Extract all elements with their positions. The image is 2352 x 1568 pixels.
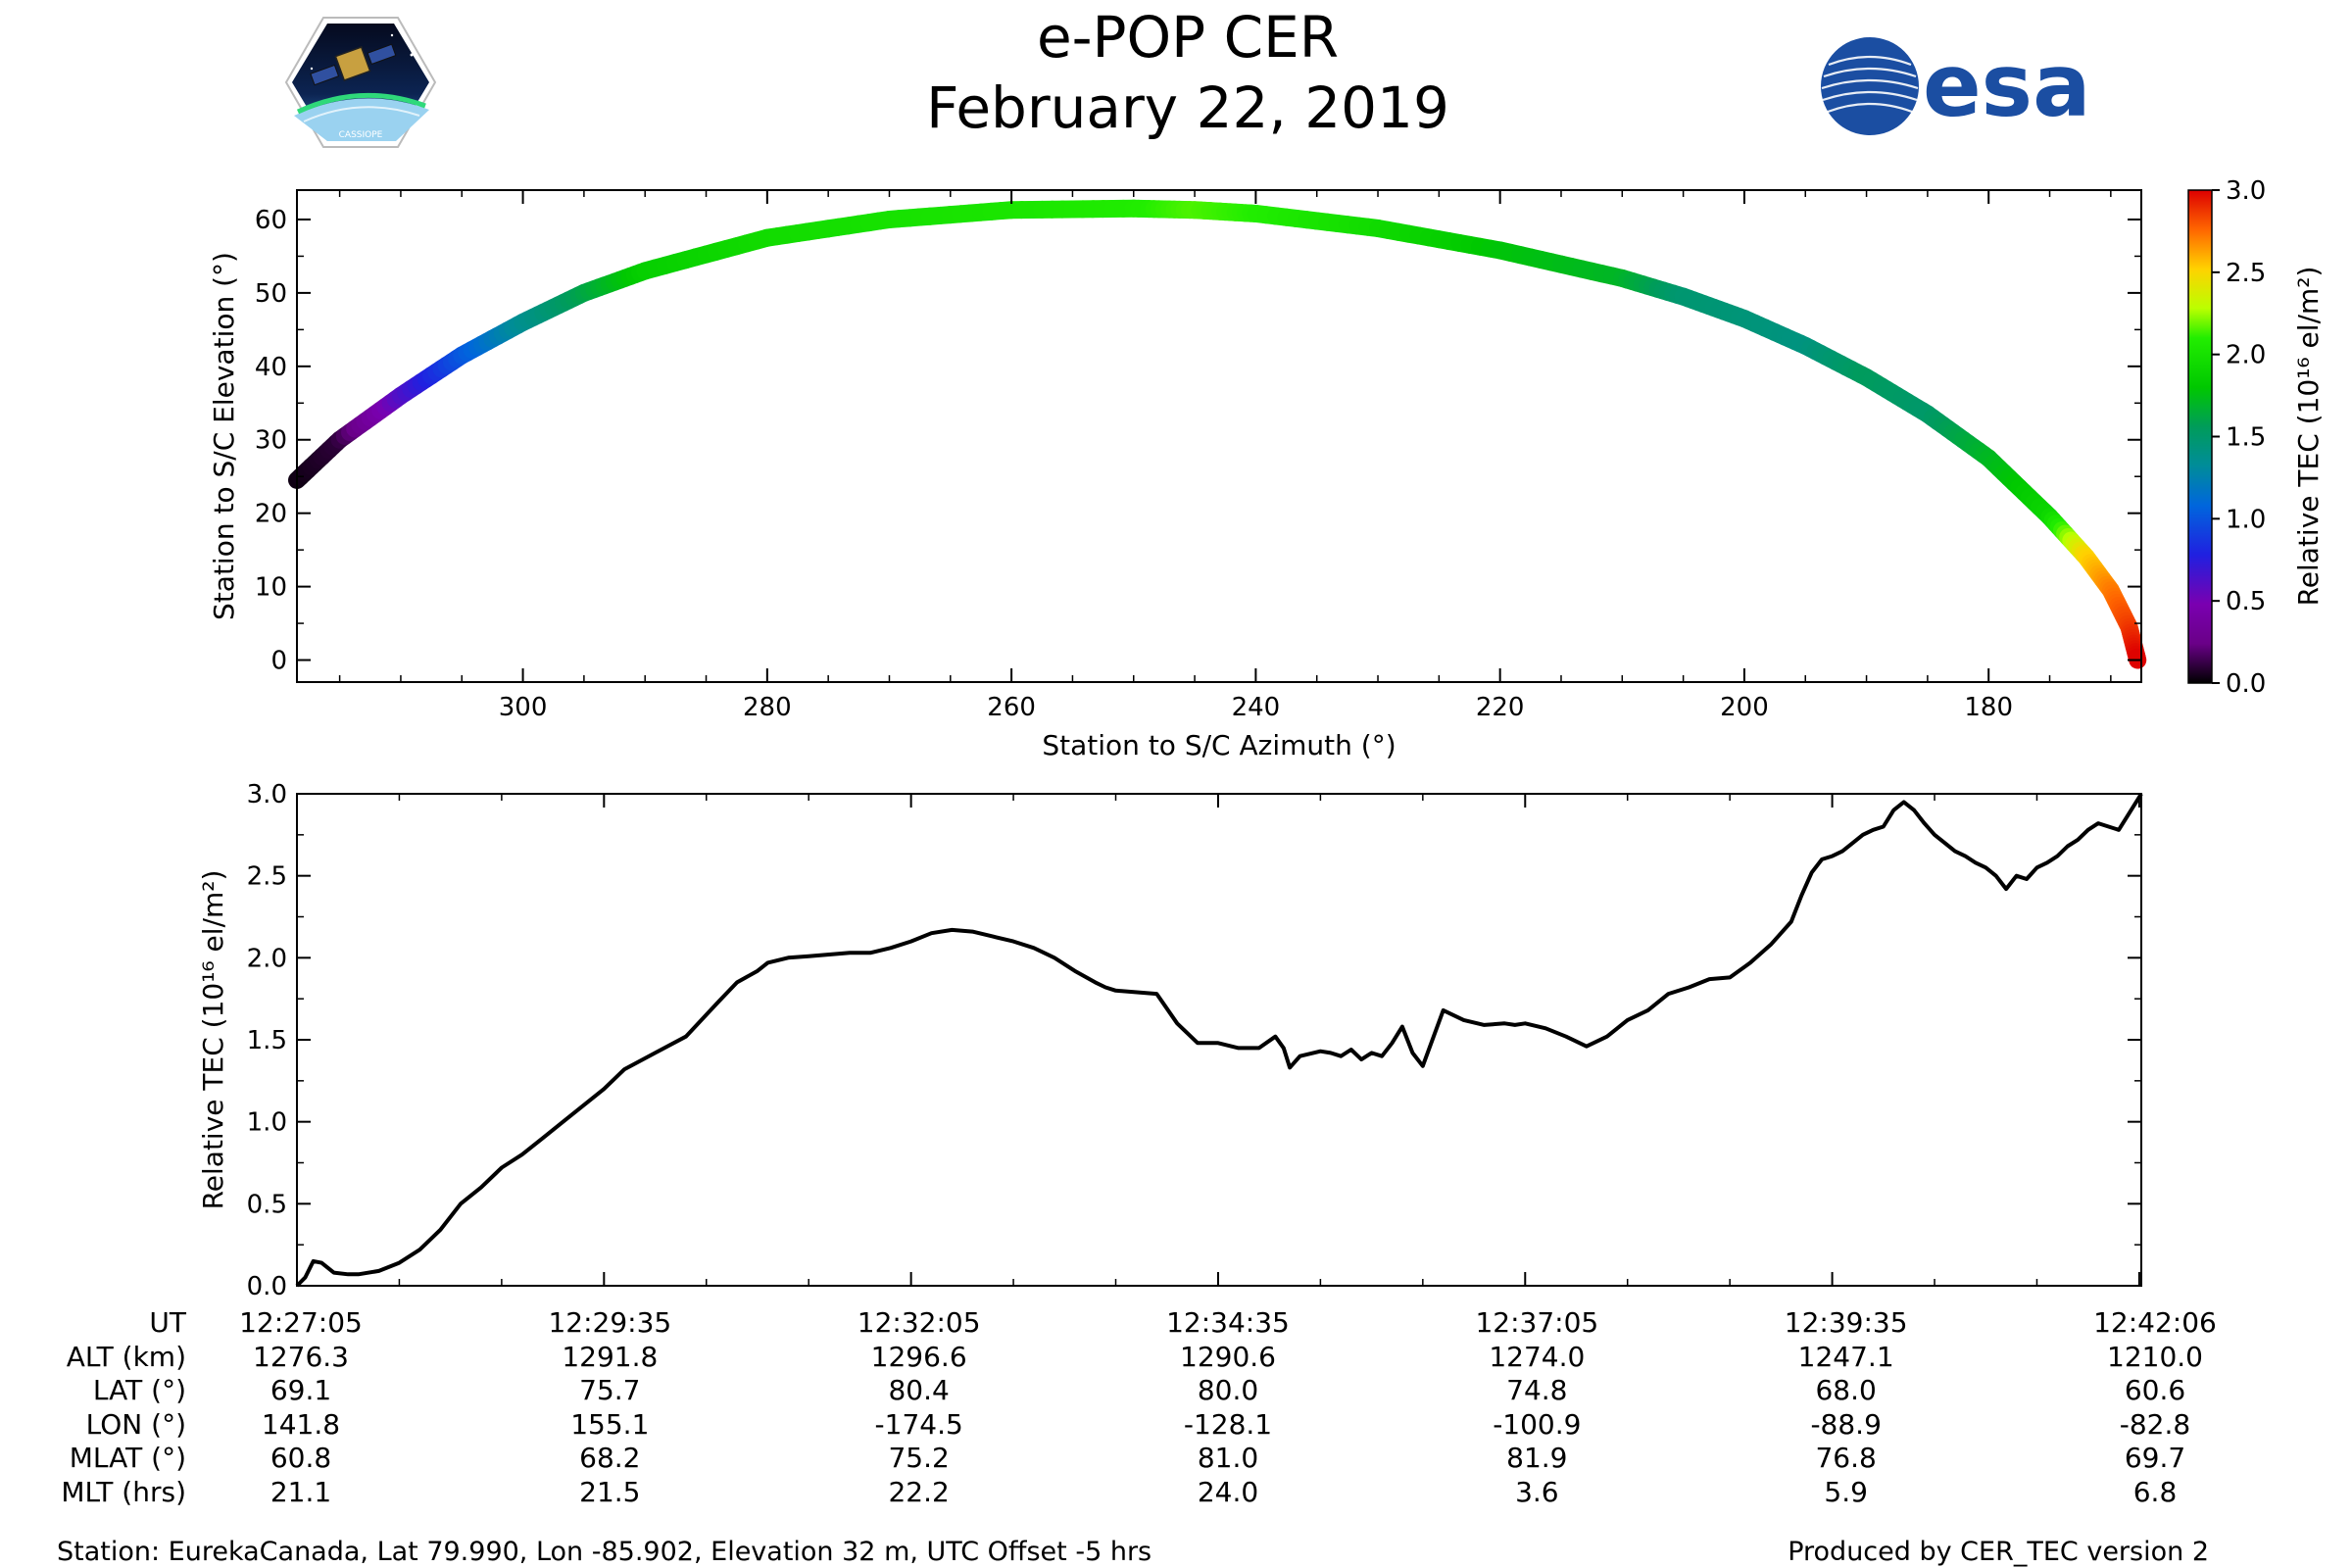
table-cell-alt: 1296.6 xyxy=(871,1341,967,1373)
table-cell-mlat: 76.8 xyxy=(1815,1442,1876,1474)
table-cell-alt: 1247.1 xyxy=(1798,1341,1894,1373)
colorbar-tick-label: 0.0 xyxy=(2226,669,2266,699)
table-row-label: MLAT (°) xyxy=(70,1442,186,1474)
top-x-tick-label: 280 xyxy=(743,693,792,722)
colorbar-tick-label: 2.5 xyxy=(2226,259,2266,288)
table-cell-lat: 80.4 xyxy=(888,1374,949,1406)
table-cell-ut: 12:42:06 xyxy=(2093,1306,2217,1339)
colorbar-gradient xyxy=(2187,189,2213,684)
table-cell-ut: 12:37:05 xyxy=(1475,1306,1598,1339)
table-cell-mlt: 3.6 xyxy=(1515,1476,1559,1508)
table-cell-alt: 1274.0 xyxy=(1489,1341,1585,1373)
top-x-tick-label: 200 xyxy=(1720,693,1769,722)
top-x-tick-label: 180 xyxy=(1964,693,2013,722)
top-plot-frame xyxy=(296,189,2142,683)
top-x-axis-label: Station to S/C Azimuth (°) xyxy=(1042,729,1396,761)
bottom-y-tick-label: 1.5 xyxy=(247,1026,287,1055)
table-cell-ut: 12:27:05 xyxy=(239,1306,363,1339)
table-cell-lat: 80.0 xyxy=(1198,1374,1258,1406)
bottom-y-tick-label: 2.0 xyxy=(247,944,287,973)
colorbar-tick-label: 1.5 xyxy=(2226,423,2266,453)
colorbar-label: Relative TEC (10¹⁶ el/m²) xyxy=(2292,267,2325,607)
table-cell-mlat: 75.2 xyxy=(888,1442,949,1474)
table-cell-ut: 12:32:05 xyxy=(858,1306,981,1339)
table-cell-alt: 1291.8 xyxy=(562,1341,658,1373)
table-cell-ut: 12:34:35 xyxy=(1166,1306,1290,1339)
top-y-tick-label: 30 xyxy=(255,426,287,456)
top-y-tick-label: 0 xyxy=(270,647,287,676)
bottom-y-tick-label: 0.0 xyxy=(247,1272,287,1301)
table-row-label: MLT (hrs) xyxy=(61,1476,186,1508)
bottom-y-tick-label: 0.5 xyxy=(247,1190,287,1219)
table-cell-lon: -128.1 xyxy=(1184,1408,1272,1441)
cassiope-logo: CASSIOPE xyxy=(284,17,437,148)
table-cell-lat: 68.0 xyxy=(1815,1374,1876,1406)
satellite-icon xyxy=(310,43,397,86)
satellite-track xyxy=(288,199,2147,669)
table-cell-lon: -88.9 xyxy=(1810,1408,1881,1441)
elevation-azimuth-plot: 300 280 260 240 220 200 180 0 10 20 30 40 50 60 Stati… xyxy=(208,189,2147,761)
top-x-tick-label: 300 xyxy=(499,693,548,722)
table-cell-mlat: 60.8 xyxy=(270,1442,331,1474)
table-cell-lon: -174.5 xyxy=(875,1408,963,1441)
top-x-tick-label: 240 xyxy=(1232,693,1281,722)
bottom-y-tick-label: 1.0 xyxy=(247,1108,287,1138)
producer-info: Produced by CER_TEC version 2 xyxy=(1788,1537,2209,1567)
table-cell-mlt: 21.5 xyxy=(579,1476,640,1508)
table-cell-mlat: 69.7 xyxy=(2125,1442,2185,1474)
top-x-tick-label: 260 xyxy=(987,693,1036,722)
top-x-tick-label: 220 xyxy=(1476,693,1525,722)
figure-title: e-POP CER xyxy=(1037,4,1339,71)
colorbar-tick-label: 3.0 xyxy=(2226,176,2266,206)
bottom-y-tick-label: 2.5 xyxy=(247,862,287,892)
cassiope-logo-text: CASSIOPE xyxy=(339,130,383,140)
table-cell-mlt: 22.2 xyxy=(888,1476,949,1508)
table-cell-lon: -100.9 xyxy=(1493,1408,1581,1441)
table-cell-lat: 75.7 xyxy=(579,1374,640,1406)
table-cell-alt: 1276.3 xyxy=(253,1341,349,1373)
top-y-tick-label: 40 xyxy=(255,353,287,382)
esa-logo-text: esa xyxy=(1923,35,2090,136)
top-y-tick-label: 60 xyxy=(255,206,287,235)
table-cell-lat: 69.1 xyxy=(270,1374,331,1406)
table-cell-alt: 1210.0 xyxy=(2107,1341,2203,1373)
tec-time-series-plot: 0.0 0.5 1.0 1.5 2.0 2.5 3.0 Relative TEC (10¹⁶… xyxy=(197,780,2143,1301)
table-cell-ut: 12:29:35 xyxy=(548,1306,671,1339)
table-cell-mlt: 5.9 xyxy=(1824,1476,1868,1508)
table-cell-mlat: 68.2 xyxy=(579,1442,640,1474)
table-cell-lat: 60.6 xyxy=(2125,1374,2185,1406)
esa-logo: esa xyxy=(1821,35,2090,136)
colorbar-tick-label: 1.0 xyxy=(2226,505,2266,534)
tec-series-line xyxy=(295,792,2143,1288)
table-cell-lon: 141.8 xyxy=(262,1408,340,1441)
table-row-label: ALT (km) xyxy=(67,1341,186,1373)
colorbar-tick-label: 2.0 xyxy=(2226,341,2266,370)
table-cell-mlat: 81.9 xyxy=(1506,1442,1567,1474)
bottom-y-axis-label: Relative TEC (10¹⁶ el/m²) xyxy=(197,870,229,1210)
table-cell-lat: 74.8 xyxy=(1506,1374,1567,1406)
table-cell-mlt: 24.0 xyxy=(1198,1476,1258,1508)
station-info: Station: EurekaCanada, Lat 79.990, Lon -… xyxy=(57,1537,1152,1567)
table-cell-mlt: 6.8 xyxy=(2133,1476,2178,1508)
table-cell-lon: 155.1 xyxy=(570,1408,649,1441)
top-y-tick-label: 20 xyxy=(255,500,287,529)
bottom-y-tick-label: 3.0 xyxy=(247,780,287,809)
bottom-plot-frame xyxy=(296,793,2142,1287)
colorbar-tick-label: 0.5 xyxy=(2226,587,2266,616)
figure-date: February 22, 2019 xyxy=(926,74,1449,141)
table-cell-mlt: 21.1 xyxy=(270,1476,331,1508)
top-y-tick-label: 50 xyxy=(255,279,287,309)
top-y-axis-label: Station to S/C Elevation (°) xyxy=(208,252,240,620)
table-row-label: UT xyxy=(149,1306,186,1339)
table-cell-alt: 1290.6 xyxy=(1180,1341,1276,1373)
table-row-label: LAT (°) xyxy=(93,1374,186,1406)
table-cell-mlat: 81.0 xyxy=(1198,1442,1258,1474)
table-cell-lon: -82.8 xyxy=(2120,1408,2190,1441)
top-y-tick-label: 10 xyxy=(255,573,287,603)
colorbar: 0.0 0.5 1.0 1.5 2.0 2.5 3.0 Relative TEC (10¹⁶… xyxy=(2187,176,2325,699)
table-row-label: LON (°) xyxy=(86,1408,186,1441)
table-cell-ut: 12:39:35 xyxy=(1785,1306,1908,1339)
